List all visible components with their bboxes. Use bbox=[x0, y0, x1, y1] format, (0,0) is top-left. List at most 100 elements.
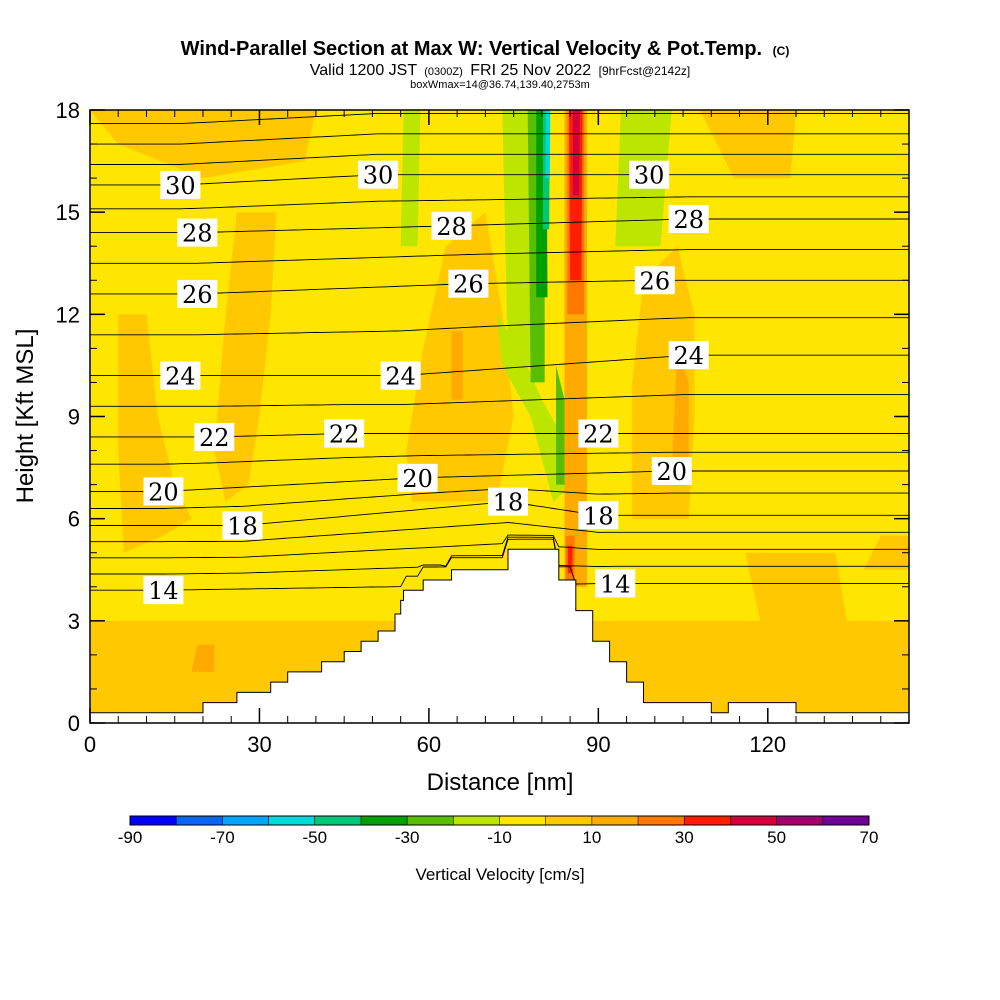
contour-label-text: 18 bbox=[227, 512, 258, 540]
contour-label-box bbox=[634, 266, 675, 295]
contour-label-box bbox=[160, 170, 201, 199]
w-shade-region-6 bbox=[863, 535, 909, 570]
axis-ticks: 0 30 60 90 120 0 3 6 9 12 15 18 bbox=[56, 98, 909, 757]
chart-title-suffix: (C) bbox=[773, 44, 790, 58]
contour-label-26: 26 bbox=[177, 279, 218, 309]
isentrope-line bbox=[90, 536, 909, 575]
w-shade-region-11 bbox=[191, 644, 215, 672]
isentrope-line bbox=[90, 174, 909, 186]
colorbar-tick-label: -90 bbox=[118, 828, 143, 847]
contour-label-text: 24 bbox=[673, 342, 704, 370]
contour-label-box bbox=[177, 279, 218, 308]
contour-label-14: 14 bbox=[143, 576, 184, 605]
contour-label-24: 24 bbox=[160, 361, 201, 391]
isentrope-line bbox=[90, 153, 909, 165]
valid-utc: (0300Z) bbox=[424, 66, 463, 78]
colorbar-bin-7 bbox=[453, 816, 500, 825]
contour-label-28: 28 bbox=[431, 211, 472, 241]
x-tick-label: 90 bbox=[586, 732, 610, 757]
isentrope-line bbox=[90, 112, 909, 125]
contour-label-text: 14 bbox=[600, 570, 631, 598]
colorbar-bin-9 bbox=[545, 816, 593, 825]
isentrope-line bbox=[90, 317, 909, 336]
contour-label-box bbox=[358, 160, 399, 189]
w-shade-region-15 bbox=[502, 110, 537, 366]
y-tick-label: 9 bbox=[68, 405, 80, 430]
isentrope-line bbox=[90, 279, 909, 295]
isentrope-line bbox=[90, 218, 909, 234]
w-shade-region-12 bbox=[400, 110, 421, 247]
isentrope-line bbox=[90, 393, 909, 407]
chart-title: Wind-Parallel Section at Max W: Vertical… bbox=[181, 38, 790, 60]
y-tick-label: 6 bbox=[68, 507, 80, 532]
colorbar-tick-label: 70 bbox=[860, 828, 879, 847]
contour-label-28: 28 bbox=[177, 218, 218, 248]
colorbar-tick-label: -50 bbox=[302, 828, 327, 847]
contour-label-20: 20 bbox=[143, 477, 184, 506]
contour-label-text: 22 bbox=[583, 421, 614, 449]
contour-labels: 30 30 30 28 28 28 26 26 26 24 24 24 22 22 22 20 20 20 18 18… bbox=[143, 160, 709, 605]
x-tick-label: 30 bbox=[247, 732, 271, 757]
contour-label-box bbox=[222, 511, 263, 540]
contour-label-text: 30 bbox=[634, 162, 665, 190]
contour-label-box bbox=[177, 218, 218, 247]
colorbar-tick-label: 50 bbox=[767, 828, 786, 847]
contour-label-box bbox=[143, 576, 184, 605]
contour-label-26: 26 bbox=[634, 266, 675, 295]
contour-label-22: 22 bbox=[578, 419, 619, 449]
colorbar-bin-2 bbox=[222, 816, 270, 825]
isentrope-line bbox=[90, 538, 909, 591]
x-tick-label: 120 bbox=[749, 732, 786, 757]
colorbar-bin-11 bbox=[638, 816, 685, 825]
contour-label-box bbox=[143, 477, 184, 506]
contour-label-18: 18 bbox=[578, 501, 619, 530]
colorbar-bin-1 bbox=[176, 816, 223, 825]
contour-label-22: 22 bbox=[324, 419, 365, 449]
box-info: boxWmax=14@36.74,139.40,2753m bbox=[410, 79, 590, 91]
y-tick-label: 18 bbox=[56, 98, 80, 123]
isentrope-line bbox=[90, 522, 909, 543]
w-shade-region-5 bbox=[745, 552, 853, 689]
contour-label-text: 20 bbox=[656, 458, 687, 486]
contour-label-20: 20 bbox=[651, 456, 692, 486]
contour-label-box bbox=[194, 422, 235, 451]
x-tick-label: 0 bbox=[84, 732, 96, 757]
colorbar-bin-15 bbox=[822, 816, 870, 825]
contour-label-text: 28 bbox=[182, 220, 213, 248]
contour-label-text: 22 bbox=[199, 424, 230, 452]
contour-label-14: 14 bbox=[595, 569, 636, 598]
contour-label-30: 30 bbox=[358, 160, 399, 190]
isentrope-line bbox=[90, 354, 909, 377]
w-shade-region-9 bbox=[451, 331, 463, 400]
contour-label-22: 22 bbox=[194, 422, 235, 452]
contour-label-text: 26 bbox=[640, 267, 671, 295]
isentrope-line bbox=[90, 196, 909, 210]
contour-label-box bbox=[380, 361, 421, 390]
isentrope-line bbox=[90, 249, 909, 264]
valid-prefix: Valid 1200 JST bbox=[310, 62, 418, 79]
x-axis-label: Distance [nm] bbox=[427, 769, 574, 796]
contour-label-box bbox=[448, 269, 489, 298]
y-tick-label: 15 bbox=[56, 200, 80, 225]
terrain-profile bbox=[90, 548, 909, 723]
contour-label-text: 18 bbox=[493, 489, 524, 517]
contour-label-18: 18 bbox=[222, 511, 263, 540]
colorbar-bin-4 bbox=[314, 816, 362, 825]
forecast-info: [9hrFcst@2142z] bbox=[599, 64, 691, 78]
colorbar-tick-label: -70 bbox=[210, 828, 235, 847]
contour-label-text: 24 bbox=[385, 363, 416, 391]
contour-label-24: 24 bbox=[380, 361, 421, 391]
x-tick-label: 60 bbox=[417, 732, 441, 757]
contour-label-30: 30 bbox=[160, 170, 201, 200]
w-shade-region-10 bbox=[671, 348, 689, 468]
y-tick-label: 12 bbox=[56, 302, 80, 327]
contour-label-box bbox=[160, 361, 201, 390]
contour-label-text: 28 bbox=[673, 206, 704, 234]
y-tick-label: 0 bbox=[68, 711, 80, 736]
contour-label-text: 18 bbox=[583, 502, 614, 530]
contour-label-box bbox=[487, 487, 528, 516]
plot-area: 30 30 30 28 28 28 26 26 26 24 24 24 22 22 22 20 20 20 18 18… bbox=[90, 110, 909, 723]
contour-label-box bbox=[668, 341, 709, 370]
contour-label-box bbox=[629, 160, 670, 189]
colorbar-tick-label: -30 bbox=[395, 828, 420, 847]
